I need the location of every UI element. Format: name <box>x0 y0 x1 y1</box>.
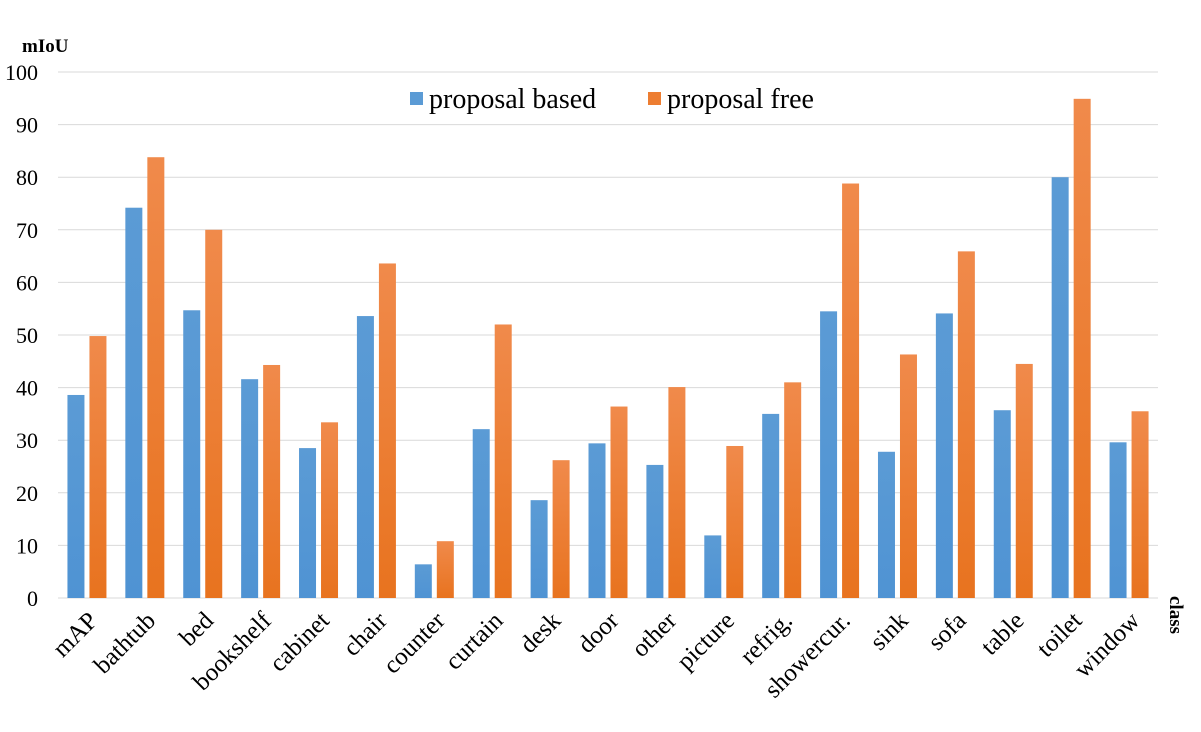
legend-label: proposal based <box>429 84 596 115</box>
bar-proposal-free <box>899 354 917 598</box>
legend: proposal based proposal free <box>410 84 814 115</box>
y-tick-label: 50 <box>16 323 38 348</box>
bar-proposal-free <box>552 460 570 598</box>
x-tick-label: bathtub <box>89 607 161 679</box>
legend-label: proposal free <box>667 84 814 115</box>
bar-proposal-based <box>183 310 201 598</box>
legend-swatch <box>410 92 423 105</box>
y-tick-label: 40 <box>16 376 38 401</box>
bar-proposal-free <box>784 382 802 598</box>
y-tick-label: 0 <box>27 586 38 611</box>
x-tick-label: sink <box>865 607 914 656</box>
y-tick-label: 70 <box>16 218 38 243</box>
y-tick-label: 90 <box>16 113 38 138</box>
bar-proposal-free <box>668 387 686 598</box>
bar-proposal-free <box>378 263 396 598</box>
bar-proposal-based <box>646 464 664 598</box>
y-tick-label: 80 <box>16 165 38 190</box>
x-tick-label: table <box>976 607 1029 660</box>
bar-proposal-based <box>877 451 895 598</box>
bar-proposal-free <box>1073 98 1091 599</box>
bar-proposal-free <box>957 251 975 598</box>
bar-proposal-free <box>436 541 454 598</box>
bar-proposal-free <box>147 157 165 598</box>
x-tick-label: sofa <box>923 607 972 656</box>
y-axis-ticks: 0 10 20 30 40 50 60 70 80 90 100 <box>5 60 38 611</box>
bar-proposal-based <box>299 448 317 598</box>
x-tick-label: window <box>1069 607 1145 683</box>
y-tick-label: 100 <box>5 60 38 85</box>
bars <box>67 98 1149 599</box>
bar-proposal-based <box>414 564 432 598</box>
bar-proposal-free <box>205 229 223 599</box>
bar-proposal-based <box>125 207 143 598</box>
bar-proposal-based <box>588 443 606 598</box>
gridlines <box>58 71 1158 599</box>
y-tick-label: 10 <box>16 533 38 558</box>
bar-proposal-free <box>263 364 281 598</box>
x-tick-label: door <box>573 607 625 659</box>
bar-proposal-free <box>321 422 339 598</box>
bar-proposal-free <box>494 324 512 598</box>
y-tick-label: 60 <box>16 270 38 295</box>
x-tick-label: cabinet <box>265 607 335 677</box>
bar-proposal-based <box>241 379 259 598</box>
legend-swatch <box>648 92 661 105</box>
x-tick-label: counter <box>378 607 451 680</box>
bar-proposal-based <box>993 410 1011 598</box>
y-tick-label: 30 <box>16 428 38 453</box>
bar-proposal-based <box>820 311 838 598</box>
bar-proposal-based <box>472 429 490 598</box>
x-tick-label: desk <box>515 607 567 659</box>
bar-proposal-free <box>842 183 860 598</box>
x-tick-label: picture <box>672 607 740 675</box>
x-axis-title: class <box>1165 596 1186 634</box>
bar-proposal-based <box>356 316 374 598</box>
bar-proposal-based <box>1109 442 1127 598</box>
bar-proposal-free <box>1015 363 1033 598</box>
bar-proposal-based <box>530 500 548 598</box>
bar-proposal-free <box>1131 411 1149 598</box>
bar-proposal-based <box>67 394 85 598</box>
x-tick-label: bed <box>174 607 219 652</box>
x-tick-label: curtain <box>440 607 509 676</box>
bar-proposal-free <box>726 445 744 598</box>
bar-proposal-free <box>610 406 628 598</box>
bar-proposal-free <box>89 336 107 598</box>
y-tick-label: 20 <box>16 481 38 506</box>
bar-proposal-based <box>704 535 722 598</box>
bar-proposal-based <box>935 313 953 598</box>
bar-proposal-based <box>762 413 780 598</box>
bar-proposal-based <box>1051 177 1069 598</box>
y-axis-title: mIoU <box>22 36 69 57</box>
